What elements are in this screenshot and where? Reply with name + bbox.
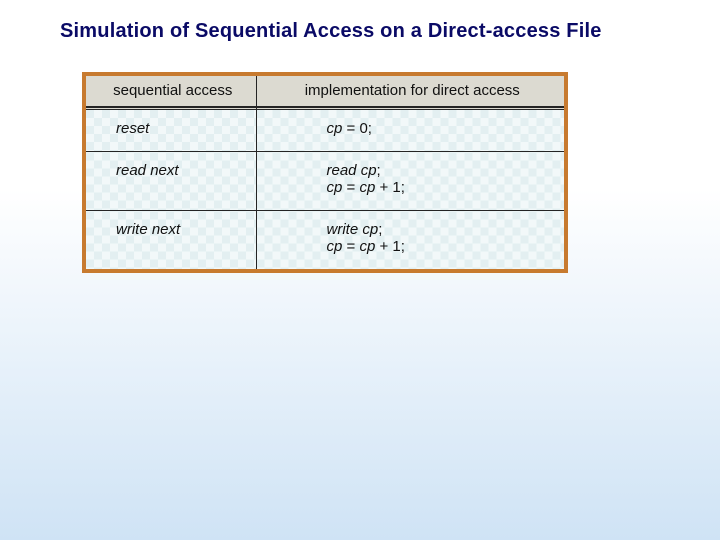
- table-body: resetcp = 0;read nextread cp;cp = cp + 1…: [86, 110, 564, 269]
- op-impl: read cp;cp = cp + 1;: [256, 152, 564, 211]
- impl-line: write cp;: [327, 221, 555, 238]
- impl-line: cp = 0;: [327, 120, 555, 137]
- op-impl: write cp;cp = cp + 1;: [256, 211, 564, 270]
- op-name: read next: [86, 152, 256, 211]
- impl-line: cp = cp + 1;: [327, 238, 555, 255]
- impl-line: cp = cp + 1;: [327, 179, 555, 196]
- op-name: write next: [86, 211, 256, 270]
- impl-line: read cp;: [327, 162, 555, 179]
- table-row: reset cp = 0;: [86, 110, 564, 152]
- col-header-implementation: implementation for direct access: [256, 76, 564, 107]
- slide: Simulation of Sequential Access on a Dir…: [0, 0, 720, 540]
- op-name: reset: [86, 110, 256, 152]
- access-table-frame: sequential access implementation for dir…: [82, 72, 568, 273]
- access-table: sequential access implementation for dir…: [86, 76, 564, 269]
- col-header-sequential: sequential access: [86, 76, 256, 107]
- table-row: write nextwrite cp;cp = cp + 1;: [86, 211, 564, 270]
- page-title: Simulation of Sequential Access on a Dir…: [60, 20, 690, 43]
- table-row: read nextread cp;cp = cp + 1;: [86, 152, 564, 211]
- op-impl: cp = 0;: [256, 110, 564, 152]
- table-header-row: sequential access implementation for dir…: [86, 76, 564, 107]
